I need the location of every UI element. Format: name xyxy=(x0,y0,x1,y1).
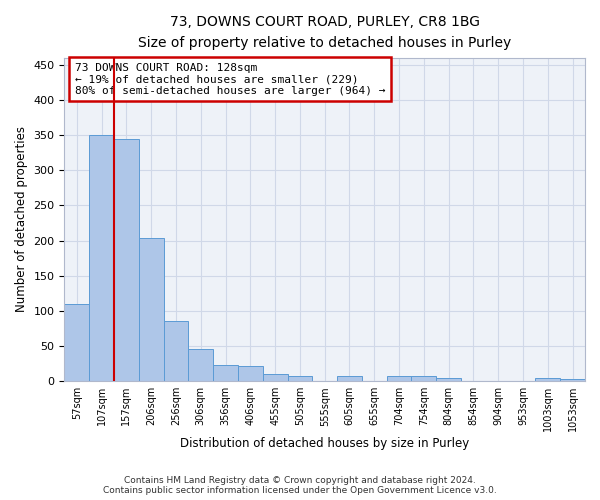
Title: 73, DOWNS COURT ROAD, PURLEY, CR8 1BG
Size of property relative to detached hous: 73, DOWNS COURT ROAD, PURLEY, CR8 1BG Si… xyxy=(138,15,511,50)
Y-axis label: Number of detached properties: Number of detached properties xyxy=(15,126,28,312)
Bar xyxy=(164,322,188,381)
Bar xyxy=(89,135,114,381)
Bar xyxy=(188,349,213,381)
Text: Contains HM Land Registry data © Crown copyright and database right 2024.
Contai: Contains HM Land Registry data © Crown c… xyxy=(103,476,497,495)
Bar xyxy=(263,374,287,381)
Bar xyxy=(287,376,313,381)
Bar xyxy=(337,376,362,381)
Bar xyxy=(560,379,585,381)
Bar xyxy=(213,365,238,381)
X-axis label: Distribution of detached houses by size in Purley: Distribution of detached houses by size … xyxy=(180,437,469,450)
Bar xyxy=(238,366,263,381)
Bar xyxy=(64,304,89,381)
Bar xyxy=(114,138,139,381)
Bar xyxy=(386,376,412,381)
Bar xyxy=(412,376,436,381)
Bar xyxy=(436,378,461,381)
Bar xyxy=(139,238,164,381)
Text: 73 DOWNS COURT ROAD: 128sqm
← 19% of detached houses are smaller (229)
80% of se: 73 DOWNS COURT ROAD: 128sqm ← 19% of det… xyxy=(75,62,385,96)
Bar xyxy=(535,378,560,381)
